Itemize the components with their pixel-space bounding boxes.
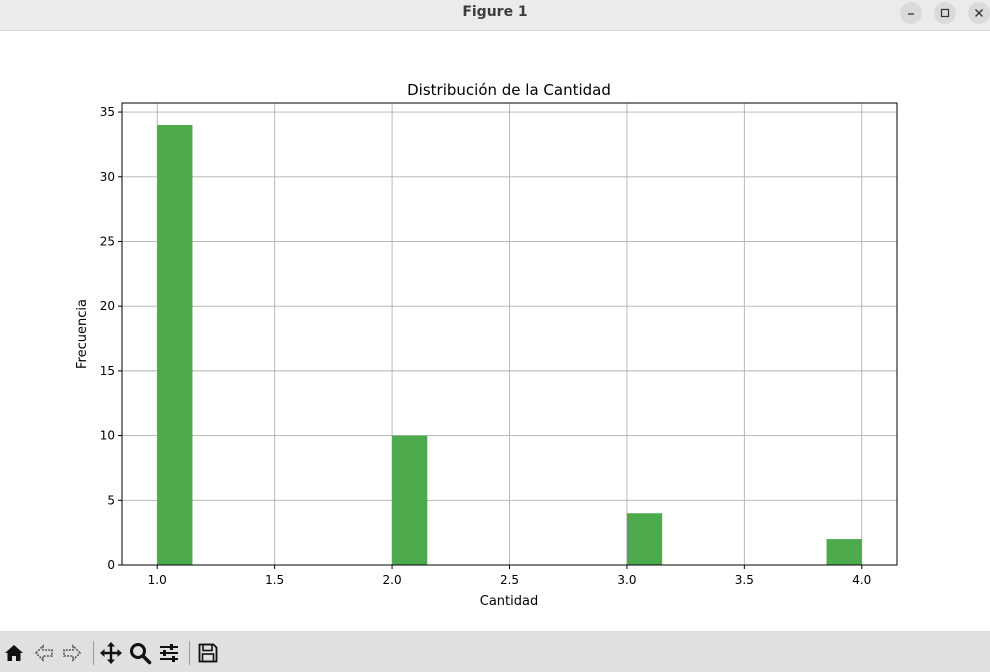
- histogram-bar: [626, 513, 663, 565]
- x-axis-label: Cantidad: [480, 594, 538, 609]
- save-icon: [198, 643, 218, 663]
- x-tick-label: 1.5: [265, 573, 284, 587]
- toolbar-separator: [93, 641, 94, 665]
- configure-subplots-icon: [160, 644, 178, 662]
- y-tick-label: 10: [100, 429, 115, 443]
- window-title: Figure 1: [462, 4, 528, 20]
- maximize-button[interactable]: [934, 2, 956, 24]
- y-tick-label: 25: [100, 234, 115, 248]
- x-tick-label: 3.5: [735, 573, 754, 587]
- y-tick-label: 0: [107, 558, 115, 572]
- minimize-button[interactable]: [900, 2, 922, 24]
- histogram-bar: [826, 539, 862, 565]
- grid-lines: [122, 103, 897, 566]
- x-tick-label: 3.0: [617, 573, 636, 587]
- pan-button[interactable]: [99, 641, 123, 665]
- bars: [157, 125, 862, 565]
- navigation-toolbar: [0, 631, 990, 672]
- histogram-bar: [392, 435, 428, 565]
- zoom-button[interactable]: [128, 641, 152, 665]
- close-icon: [975, 9, 983, 17]
- maximize-icon: [940, 8, 950, 18]
- histogram-bar: [157, 125, 193, 565]
- y-tick-label: 5: [107, 493, 115, 507]
- y-tick-label: 30: [100, 170, 115, 184]
- y-axis-label: Frecuencia: [75, 299, 90, 369]
- forward-button[interactable]: [60, 641, 84, 665]
- y-tick-label: 20: [100, 299, 115, 313]
- pan-icon: [100, 642, 122, 664]
- ticks: 1.0 1.5 2.0 2.5 3.0 3.5 4.0 0 5 10 15 20 25 30 35: [100, 105, 872, 587]
- forward-arrow-icon: [63, 644, 82, 662]
- back-arrow-icon: [34, 644, 53, 662]
- back-button[interactable]: [32, 641, 56, 665]
- histogram-chart: 1.0 1.5 2.0 2.5 3.0 3.5 4.0 0 5 10 15 20 25 30 35 Dist…: [75, 81, 898, 609]
- close-button[interactable]: [968, 2, 990, 24]
- window-titlebar: Figure 1: [0, 0, 990, 31]
- x-tick-label: 4.0: [852, 573, 871, 587]
- toolbar-separator: [189, 641, 190, 665]
- save-button[interactable]: [196, 641, 220, 665]
- chart-title: Distribución de la Cantidad: [407, 81, 611, 99]
- x-tick-label: 2.5: [500, 573, 519, 587]
- home-icon: [5, 645, 23, 661]
- figure-canvas[interactable]: 1.0 1.5 2.0 2.5 3.0 3.5 4.0 0 5 10 15 20 25 30 35 Dist…: [0, 31, 990, 631]
- x-tick-label: 2.0: [383, 573, 402, 587]
- minimize-icon: [908, 13, 914, 15]
- home-button[interactable]: [2, 641, 26, 665]
- x-tick-label: 1.0: [148, 573, 167, 587]
- y-tick-label: 15: [100, 364, 115, 378]
- configure-subplots-button[interactable]: [157, 641, 181, 665]
- zoom-icon: [130, 643, 152, 665]
- y-tick-label: 35: [100, 105, 115, 119]
